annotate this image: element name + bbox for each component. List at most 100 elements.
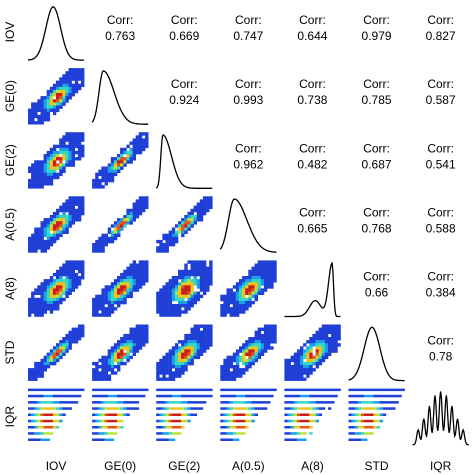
heat-cell	[41, 420, 44, 423]
heat-cell	[303, 426, 306, 429]
corr-label-ge-2-std: Corr:	[363, 141, 390, 155]
heat-cell	[56, 407, 59, 410]
heat-cell	[209, 267, 212, 270]
heat-cell	[50, 298, 53, 301]
heat-cell	[156, 368, 159, 371]
heat-cell	[34, 292, 37, 295]
heat-cell	[145, 203, 148, 206]
heat-cell	[264, 328, 267, 331]
heat-cell	[28, 395, 31, 398]
heat-cell	[239, 395, 242, 398]
heat-cell	[37, 439, 40, 442]
heat-cell	[162, 426, 165, 429]
heat-cell	[200, 331, 203, 334]
heat-cell	[273, 276, 276, 279]
heat-cell	[69, 340, 72, 343]
heat-cell	[50, 353, 53, 356]
heat-cell	[65, 154, 68, 157]
heat-cell	[92, 407, 95, 410]
heat-cell	[328, 407, 331, 410]
heat-cell	[169, 439, 172, 442]
heat-cell	[191, 270, 194, 273]
heat-cell	[175, 407, 178, 410]
heat-cell	[56, 234, 59, 237]
heat-cell	[203, 340, 206, 343]
heat-cell	[322, 356, 325, 359]
heat-cell	[194, 264, 197, 267]
heat-cell	[117, 298, 120, 301]
heat-cell	[191, 389, 194, 392]
heat-cell	[62, 273, 65, 276]
heat-cell	[270, 267, 273, 270]
heat-cell	[203, 264, 206, 267]
heat-cell	[120, 414, 123, 417]
heat-cell	[133, 142, 136, 145]
heat-cell	[136, 209, 139, 212]
heatmap-ge-2-vs-iov	[28, 132, 84, 188]
heat-cell	[297, 401, 300, 404]
heat-cell	[62, 349, 65, 352]
heat-cell	[169, 313, 172, 316]
heat-cell	[370, 395, 373, 398]
heat-cell	[172, 234, 175, 237]
heat-cell	[72, 196, 75, 199]
heat-cell	[175, 346, 178, 349]
heat-cell	[28, 368, 31, 371]
heat-cell	[44, 401, 47, 404]
heat-cell	[248, 389, 251, 392]
heat-cell	[34, 231, 37, 234]
heat-cell	[178, 313, 181, 316]
heat-cell	[169, 310, 172, 313]
heat-cell	[44, 304, 47, 307]
heat-cell	[59, 234, 62, 237]
heatmap-a-0-5-vs-ge-0	[92, 196, 148, 252]
heat-cell	[197, 334, 200, 337]
heat-cell	[166, 395, 169, 398]
heat-cell	[31, 112, 34, 115]
heat-cell	[95, 420, 98, 423]
heat-cell	[178, 273, 181, 276]
heat-cell	[233, 307, 236, 310]
heat-cell	[136, 270, 139, 273]
heat-cell	[258, 264, 261, 267]
heat-cell	[169, 285, 172, 288]
heat-cell	[252, 420, 255, 423]
heat-cell	[248, 282, 251, 285]
heat-cell	[169, 295, 172, 298]
heat-cell	[44, 167, 47, 170]
heat-cell	[111, 439, 114, 442]
heat-cell	[28, 240, 31, 243]
heat-cell	[242, 292, 245, 295]
heat-cell	[95, 298, 98, 301]
heat-cell	[162, 288, 165, 291]
heat-cell	[65, 221, 68, 224]
heat-cell	[98, 246, 101, 249]
heat-cell	[34, 228, 37, 231]
heat-cell	[291, 439, 294, 442]
heat-cell	[261, 270, 264, 273]
heat-cell	[187, 401, 190, 404]
heat-cell	[162, 304, 165, 307]
heat-cell	[59, 93, 62, 96]
heat-cell	[309, 356, 312, 359]
heat-cell	[187, 295, 190, 298]
heat-cell	[175, 368, 178, 371]
heat-cell	[172, 228, 175, 231]
heat-cell	[81, 199, 84, 202]
heat-cell	[98, 359, 101, 362]
heat-cell	[53, 154, 56, 157]
heat-cell	[101, 304, 104, 307]
heat-cell	[187, 359, 190, 362]
heat-cell	[159, 432, 162, 435]
heat-cell	[62, 90, 65, 93]
heat-cell	[162, 414, 165, 417]
heat-cell	[81, 267, 84, 270]
heat-cell	[37, 173, 40, 176]
heat-cell	[75, 389, 78, 392]
heat-cell	[236, 395, 239, 398]
heat-cell	[334, 349, 337, 352]
heat-cell	[159, 246, 162, 249]
heat-cell	[69, 331, 72, 334]
heat-cell	[31, 439, 34, 442]
heat-cell	[47, 237, 50, 240]
